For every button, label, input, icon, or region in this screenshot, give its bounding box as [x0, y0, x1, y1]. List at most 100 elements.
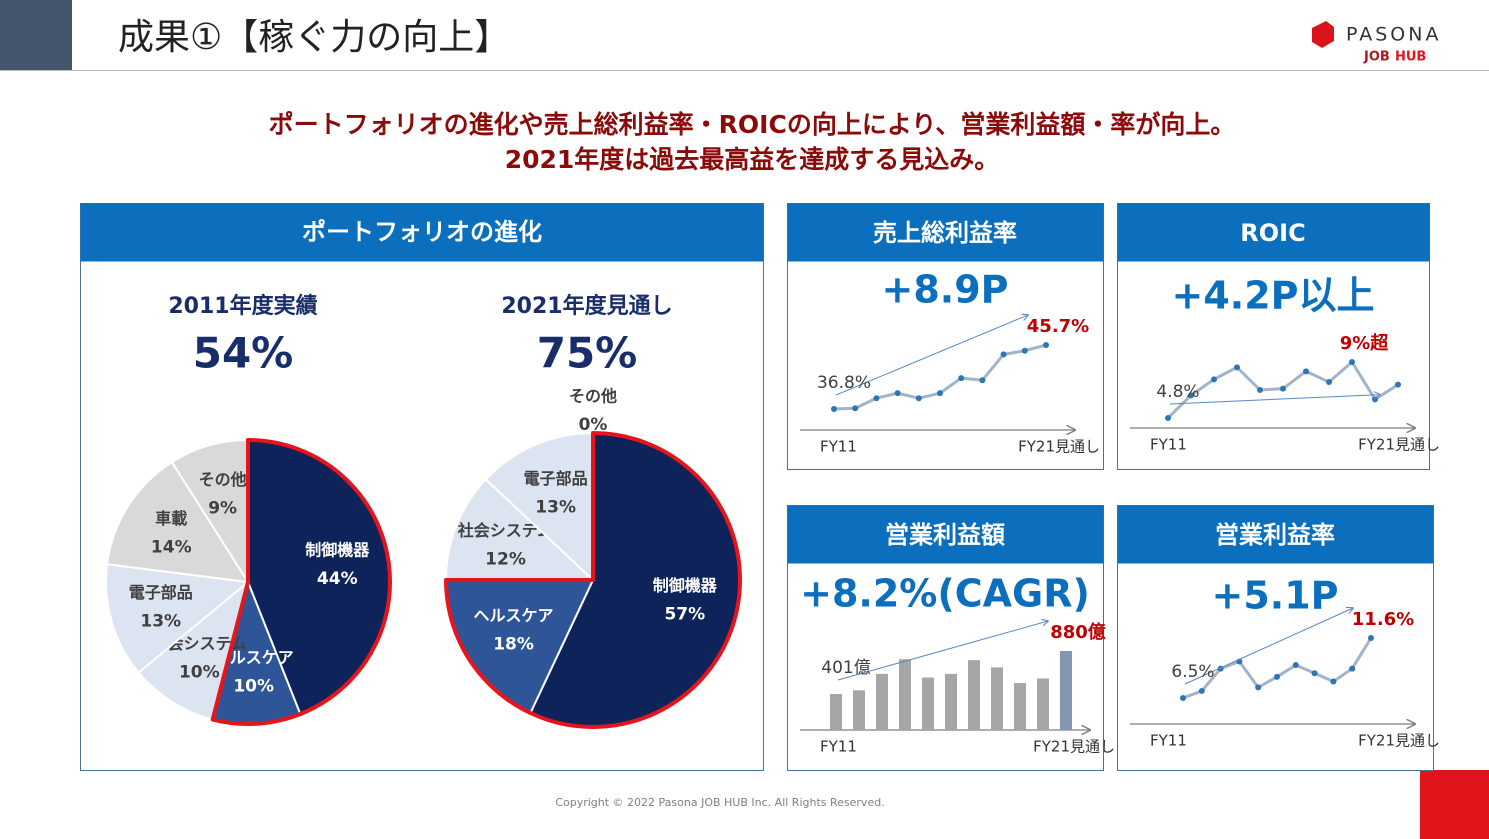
bar [968, 660, 980, 730]
kpi-title: ROIC [1240, 219, 1305, 247]
point [1368, 635, 1374, 641]
point [1257, 387, 1263, 393]
pie-category: その他 [199, 470, 247, 489]
kpi-title: 売上総利益率 [873, 219, 1017, 247]
point [958, 375, 965, 382]
bar [922, 677, 934, 730]
slide-title: 成果①【稼ぐ力の向上】 [118, 17, 510, 58]
pie-category: 電子部品 [129, 583, 193, 602]
point [1372, 396, 1378, 403]
pie-category: ヘルスケア [214, 648, 294, 667]
panel-title: ポートフォリオの進化 [302, 218, 542, 246]
point [1326, 379, 1332, 385]
point [1349, 359, 1355, 365]
pie-slice [106, 460, 250, 584]
x-tick-label: FY21見通し [1358, 436, 1440, 454]
pie-value-label: 13% [535, 498, 576, 518]
logo-mark [1312, 21, 1334, 48]
highlight-outline [210, 438, 392, 726]
bar [1060, 651, 1072, 730]
pie-highlight: 54% [193, 329, 294, 378]
kpi-title: 営業利益率 [1215, 521, 1335, 549]
point [1303, 368, 1309, 375]
bar [945, 673, 957, 730]
kpi-headline: +8.9P [881, 268, 1008, 312]
pie-value-label: 10% [233, 677, 274, 697]
point [1211, 376, 1217, 383]
bar [991, 667, 1003, 730]
point [1395, 381, 1401, 388]
kpi-header [1117, 505, 1434, 564]
value-label: 9%超 [1340, 332, 1390, 354]
pie-subtitle: 2011年度実績 [168, 293, 317, 319]
value-label: 880億 [1050, 621, 1106, 643]
value-label: 36.8% [817, 373, 871, 393]
trend-arrow [1169, 395, 1380, 405]
x-tick-label: FY11 [820, 438, 857, 456]
kpi-header [787, 505, 1104, 564]
point [873, 395, 880, 402]
bar [1014, 683, 1026, 730]
panel-header [80, 203, 764, 262]
pie-value-label: 44% [317, 569, 358, 589]
corner-block [1420, 770, 1489, 839]
pie-slice [484, 431, 594, 583]
pie-category: 制御機器 [305, 540, 370, 559]
x-tick-label: FY21見通し [1033, 738, 1115, 756]
point [1021, 347, 1028, 354]
pie-value-label: 18% [493, 634, 534, 654]
point [1349, 665, 1356, 672]
pie-value-label: 10% [179, 663, 220, 683]
x-tick-label: FY11 [820, 738, 857, 756]
pie-value-label: 57% [664, 605, 705, 625]
point [915, 395, 922, 402]
point [1330, 678, 1337, 685]
value-label: 45.7% [1027, 316, 1089, 337]
pie-slice [444, 477, 596, 581]
charts: 2011年度実績54%制御機器44%ヘルスケア10%社会システム10%電子部品1… [105, 203, 1440, 771]
pie-subtitle: 2021年度見通し [501, 293, 672, 319]
point [1274, 673, 1280, 680]
pie-value-label: 13% [140, 611, 181, 631]
value-label: 4.8% [1156, 382, 1199, 402]
value-label: 11.6% [1352, 609, 1414, 630]
headline: 2021年度は過去最高益を達成する見込み。 [505, 145, 1000, 174]
x-tick-label: FY21見通し [1018, 438, 1100, 456]
logo-job: JOB [1363, 50, 1390, 65]
kpi-title: 営業利益額 [885, 521, 1005, 549]
pie-value-label: 0% [579, 415, 608, 435]
highlight-outline [444, 431, 742, 729]
point [1165, 415, 1171, 421]
trend-arrow [1184, 608, 1353, 685]
point [937, 390, 943, 397]
kpi-headline: +4.2P以上 [1171, 274, 1374, 318]
point [1234, 364, 1240, 371]
point [894, 390, 901, 397]
x-tick-label: FY21見通し [1358, 732, 1440, 750]
bar [1037, 678, 1049, 730]
pie-category: 社会システム [457, 521, 554, 540]
logo-top: PASONA [1346, 24, 1441, 46]
value-label: 401億 [821, 658, 870, 678]
bar [853, 690, 865, 730]
pie-value-label: 14% [151, 537, 192, 557]
bar [876, 673, 888, 730]
trend-arrow [837, 621, 1048, 681]
x-tick-label: FY11 [1150, 436, 1187, 454]
point [1198, 687, 1205, 694]
point [831, 406, 837, 412]
point [1180, 695, 1186, 701]
header-block [0, 0, 72, 70]
point [1043, 342, 1049, 348]
point [1280, 385, 1286, 392]
logo-hub: HUB [1395, 50, 1426, 65]
bar [899, 659, 911, 730]
pie-slice [105, 563, 251, 674]
value-label: 6.5% [1171, 662, 1214, 682]
kpi-header [1117, 203, 1430, 262]
point [1255, 684, 1262, 691]
pie-category: 電子部品 [524, 469, 588, 488]
point [1311, 670, 1318, 677]
point [1292, 662, 1299, 669]
